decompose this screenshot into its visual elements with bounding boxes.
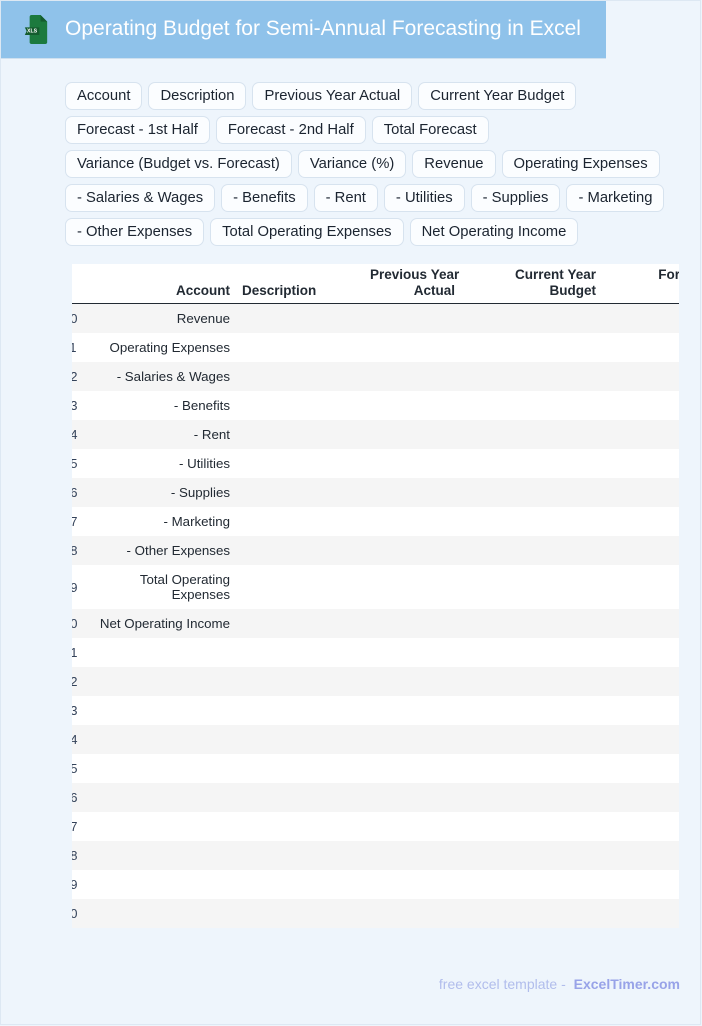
- svg-text:XLS: XLS: [27, 29, 38, 35]
